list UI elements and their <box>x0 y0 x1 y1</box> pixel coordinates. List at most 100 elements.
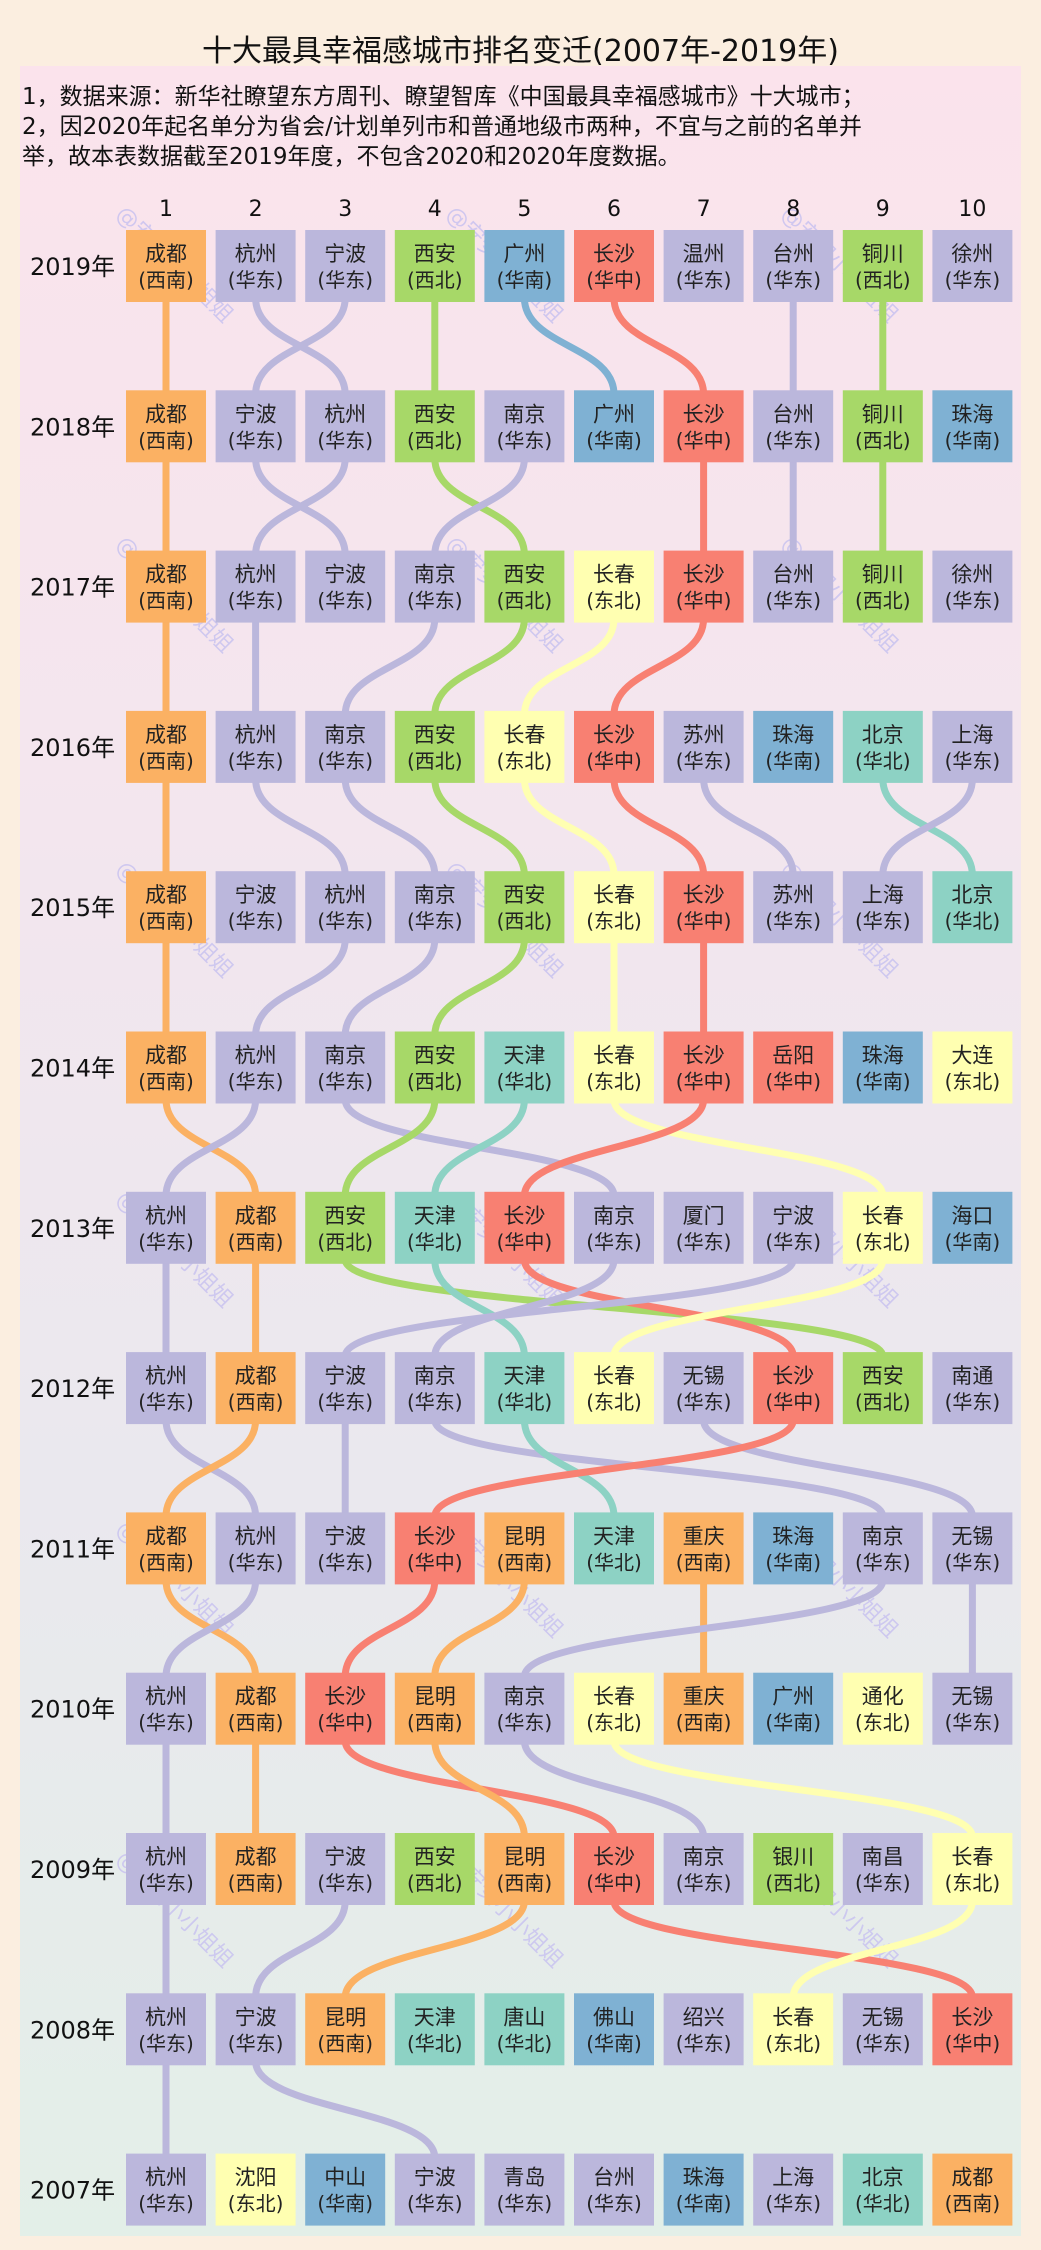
city-name: 长沙 <box>593 723 635 747</box>
city-region: (华南) <box>317 2192 373 2216</box>
chart-title: 十大最具幸福感城市排名变迁(2007年-2019年) <box>202 34 839 69</box>
city-name: 长沙 <box>593 242 635 266</box>
connection-line-长沙 <box>341 1576 439 1681</box>
city-name: 宁波 <box>235 402 277 426</box>
city-name: 西安 <box>414 1845 456 1869</box>
rank-label: 1 <box>159 197 173 222</box>
year-label: 2007年 <box>30 2177 115 2205</box>
city-region: (西北) <box>497 909 553 933</box>
city-box-bg <box>484 1512 565 1585</box>
city-box: 西安(西北) <box>305 1191 386 1264</box>
city-box-bg <box>932 2153 1013 2226</box>
rank-label: 5 <box>517 197 531 222</box>
city-region: (华南) <box>945 1230 1001 1254</box>
city-box-bg <box>305 390 386 463</box>
city-region: (东北) <box>586 589 642 613</box>
city-box-bg <box>932 1833 1013 1905</box>
city-name: 长春 <box>503 723 545 747</box>
city-box: 南通(华东) <box>932 1352 1013 1425</box>
city-name: 北京 <box>862 723 904 747</box>
city-region: (华东) <box>407 909 463 933</box>
city-name: 苏州 <box>683 723 725 747</box>
city-box-bg <box>484 1993 565 2066</box>
city-box-bg <box>305 710 386 783</box>
city-region: (华东) <box>228 1550 284 1574</box>
city-box: 广州(华南) <box>753 1672 834 1745</box>
city-name: 珠海 <box>772 1524 814 1548</box>
city-box-bg <box>394 1191 475 1264</box>
city-region: (东北) <box>945 1871 1001 1895</box>
city-box: 西安(西北) <box>394 710 475 783</box>
city-box: 上海(华东) <box>932 710 1013 783</box>
city-name: 西安 <box>414 723 456 747</box>
rank-label: 4 <box>428 197 442 222</box>
city-box: 长春(东北) <box>574 1672 654 1745</box>
city-region: (华东) <box>497 1711 553 1735</box>
city-name: 西安 <box>324 1204 366 1228</box>
city-region: (华东) <box>676 1871 732 1895</box>
city-name: 长沙 <box>683 563 725 587</box>
city-name: 西安 <box>414 402 456 426</box>
city-box: 成都(西南) <box>215 1672 296 1745</box>
connection-line-西安 <box>431 775 528 879</box>
city-name: 杭州 <box>324 883 366 907</box>
city-box: 南昌(华东) <box>842 1833 923 1905</box>
connection-line-南京 <box>341 615 439 719</box>
city-name: 长沙 <box>414 1524 456 1548</box>
city-region: (华东) <box>138 1230 194 1254</box>
city-box-bg <box>663 1352 744 1425</box>
city-box-bg <box>484 390 565 463</box>
city-name: 北京 <box>951 883 993 907</box>
city-name: 杭州 <box>145 2005 187 2029</box>
city-name: 宁波 <box>324 1524 366 1548</box>
city-region: (华北) <box>855 2192 911 2216</box>
city-box-bg <box>484 230 565 302</box>
city-box-bg <box>394 230 475 302</box>
city-name: 成都 <box>145 242 187 266</box>
city-region: (华东) <box>317 909 373 933</box>
city-box-bg <box>305 871 386 944</box>
city-region: (华南) <box>765 1550 821 1574</box>
city-box: 银川(西北) <box>753 1833 834 1905</box>
city-name: 长春 <box>593 1685 635 1709</box>
connection-line-南京 <box>431 1416 887 1520</box>
city-box: 南京(华东) <box>305 710 386 783</box>
connection-line-长春 <box>520 615 618 719</box>
city-name: 沈阳 <box>235 2166 277 2190</box>
city-box-bg <box>126 1191 206 1264</box>
city-box: 青岛(华东) <box>484 2153 565 2226</box>
city-box: 长沙(华中) <box>574 710 654 783</box>
city-box-bg <box>394 1352 475 1425</box>
city-box-bg <box>305 1993 386 2066</box>
city-name: 珠海 <box>683 2166 725 2190</box>
city-box-bg <box>753 1672 834 1745</box>
city-box-bg <box>305 1031 386 1104</box>
city-box-bg <box>663 1833 744 1905</box>
city-region: (东北) <box>855 1711 911 1735</box>
city-region: (西南) <box>676 1550 732 1574</box>
connection-line-长沙 <box>520 1096 708 1200</box>
city-region: (华中) <box>317 1711 373 1735</box>
rank-label: 10 <box>958 197 986 222</box>
city-box: 通化(东北) <box>842 1672 923 1745</box>
city-box-bg <box>305 230 386 302</box>
city-box: 杭州(华东) <box>305 390 386 463</box>
city-name: 宁波 <box>235 883 277 907</box>
city-box: 宁波(华东) <box>305 1833 386 1905</box>
city-name: 银川 <box>772 1845 814 1869</box>
city-region: (西南) <box>676 1711 732 1735</box>
city-box: 杭州(华东) <box>215 550 296 623</box>
city-box-bg <box>126 390 206 463</box>
city-box-bg <box>663 550 744 623</box>
connection-line-杭州 <box>162 1576 260 1681</box>
city-region: (东北) <box>497 749 553 773</box>
city-box-bg <box>394 1833 475 1905</box>
city-region: (华东) <box>317 1070 373 1094</box>
rank-label: 7 <box>697 197 711 222</box>
city-box-bg <box>663 230 744 302</box>
city-box-bg <box>663 1512 744 1585</box>
city-box: 温州(华东) <box>663 230 744 302</box>
city-box: 海口(华南) <box>932 1191 1013 1264</box>
city-box-bg <box>305 1352 386 1425</box>
city-region: (东北) <box>586 1390 642 1414</box>
